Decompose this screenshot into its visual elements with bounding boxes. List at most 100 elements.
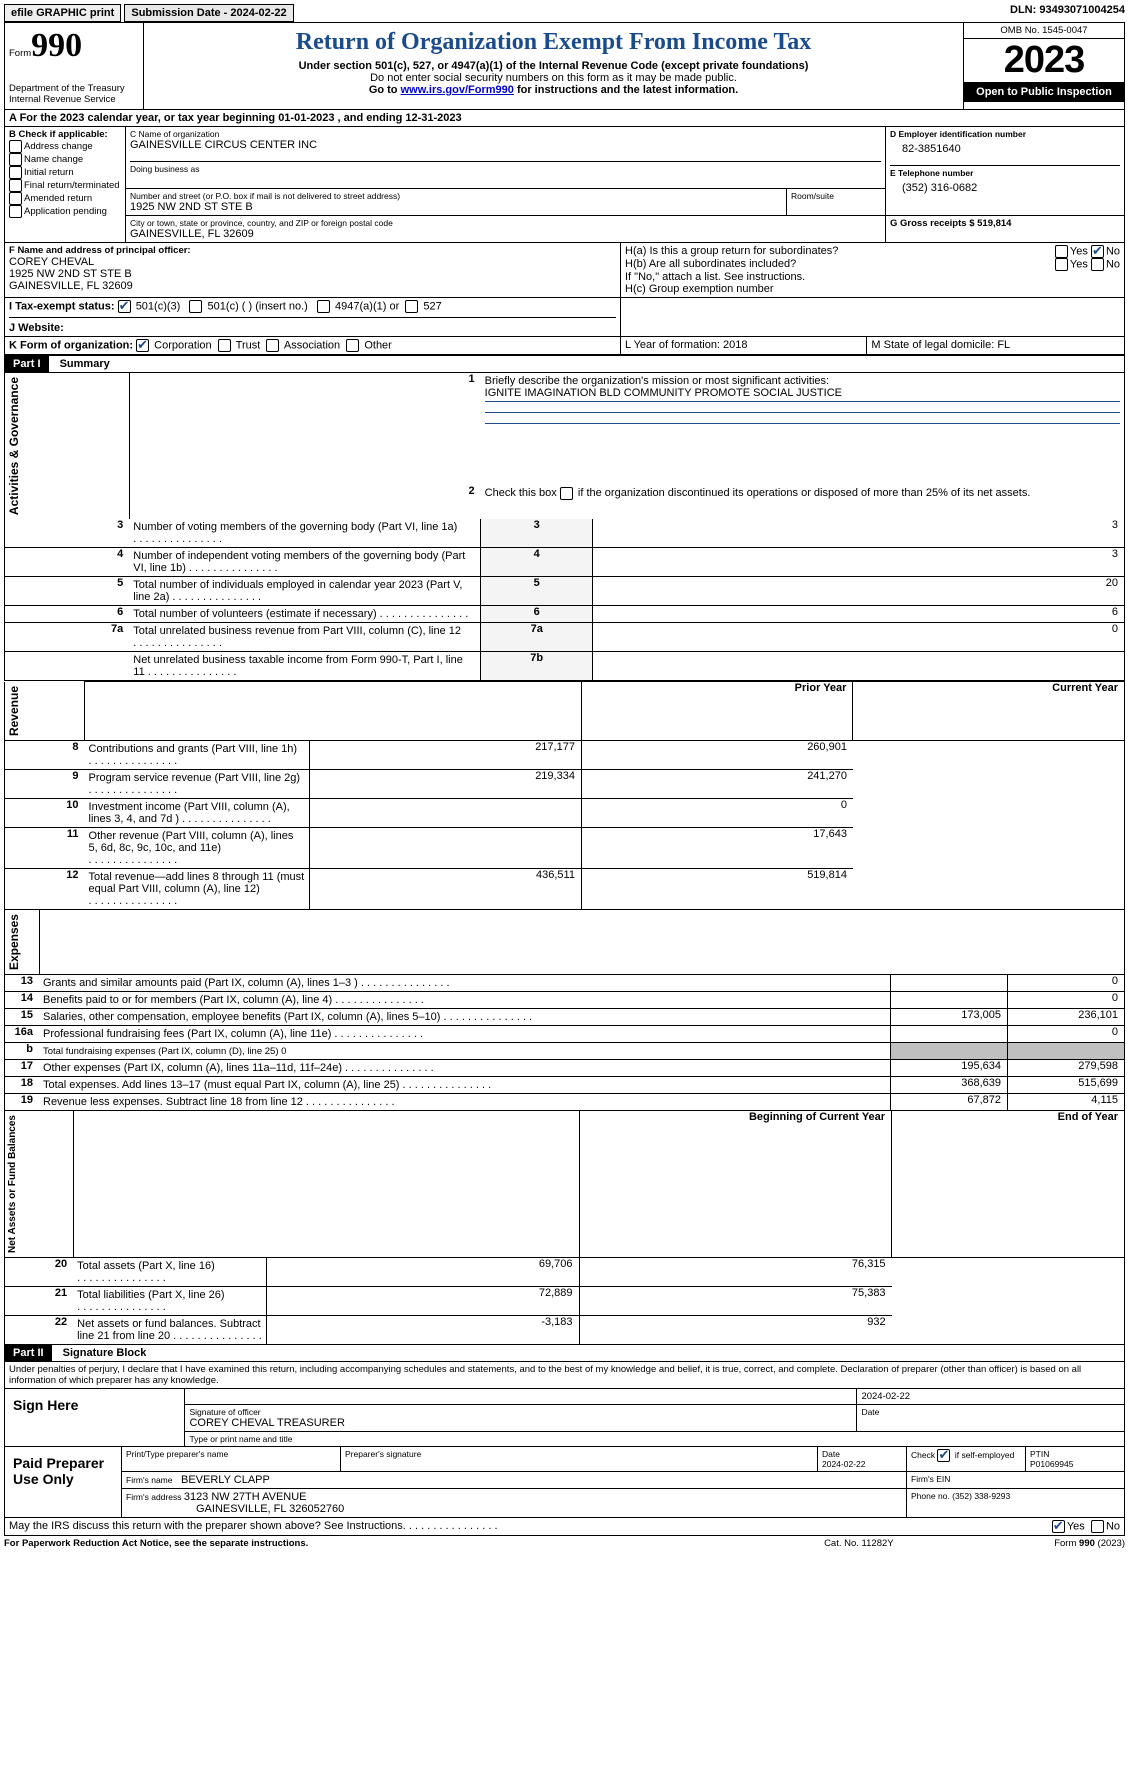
- trust-checkbox[interactable]: [218, 339, 231, 352]
- q2-text: Check this box if the organization disco…: [485, 487, 1031, 499]
- form990-link[interactable]: www.irs.gov/Form990: [401, 84, 514, 96]
- officer-label: F Name and address of principal officer:: [9, 245, 616, 256]
- dept-treasury: Department of the Treasury: [9, 83, 139, 94]
- city-label: City or town, state or province, country…: [130, 218, 881, 228]
- rev-table: Revenue Prior Year Current Year 8 Contri…: [4, 681, 1125, 910]
- part1-tab: Part I: [5, 356, 49, 372]
- part1-header: Part I Summary: [4, 355, 1125, 373]
- status-block: I Tax-exempt status: 501(c)(3) 501(c) ( …: [4, 298, 1125, 337]
- table-row: 5 Total number of individuals employed i…: [5, 577, 1125, 606]
- submission-date: Submission Date - 2024-02-22: [124, 4, 293, 22]
- year-formation: L Year of formation: 2018: [621, 337, 867, 355]
- exp-table: Expenses 13Grants and similar amounts pa…: [4, 910, 1125, 1111]
- self-emp-checkbox[interactable]: [937, 1449, 950, 1462]
- dba-label: Doing business as: [130, 161, 881, 174]
- 501c-checkbox[interactable]: [189, 300, 202, 313]
- 4947-checkbox[interactable]: [317, 300, 330, 313]
- table-row: 22 Net assets or fund balances. Subtract…: [5, 1315, 1125, 1344]
- form-word: Form: [9, 48, 31, 59]
- ssn-note: Do not enter social security numbers on …: [150, 72, 957, 84]
- sign-date: 2024-02-22: [857, 1389, 1125, 1405]
- table-row: 9 Program service revenue (Part VIII, li…: [5, 769, 1125, 798]
- begin-year-hdr: Beginning of Current Year: [579, 1111, 892, 1258]
- ha-yes-checkbox[interactable]: [1055, 245, 1068, 258]
- gross-receipts: G Gross receipts $ 519,814: [890, 218, 1120, 229]
- amended-return-checkbox[interactable]: [9, 192, 22, 205]
- na-table: Net Assets or Fund Balances Beginning of…: [4, 1111, 1125, 1345]
- date-label: Date: [857, 1404, 1125, 1431]
- dln: DLN: 93493071004254: [806, 4, 1125, 22]
- discontinued-checkbox[interactable]: [560, 487, 573, 500]
- prep-sig-label: Preparer's signature: [341, 1447, 818, 1472]
- end-year-hdr: End of Year: [892, 1111, 1125, 1258]
- website-label: J Website:: [9, 317, 616, 334]
- cat-no: Cat. No. 11282Y: [771, 1538, 946, 1549]
- h-note: If "No," attach a list. See instructions…: [625, 271, 1120, 283]
- ag-vlabel: Activities & Governance: [5, 373, 23, 519]
- omb-no: OMB No. 1545-0047: [964, 23, 1124, 39]
- irs-label: Internal Revenue Service: [9, 94, 139, 105]
- table-row: 7a Total unrelated business revenue from…: [5, 623, 1125, 652]
- final-return-checkbox[interactable]: [9, 179, 22, 192]
- mission-text: IGNITE IMAGINATION BLD COMMUNITY PROMOTE…: [485, 387, 842, 399]
- officer-block: F Name and address of principal officer:…: [4, 243, 1125, 298]
- form-title: Return of Organization Exempt From Incom…: [150, 29, 957, 56]
- efile-print-button[interactable]: efile GRAPHIC print: [4, 4, 121, 22]
- tax-year: 2023: [964, 39, 1124, 82]
- hb-no-checkbox[interactable]: [1091, 258, 1104, 271]
- part2-tab: Part II: [5, 1345, 52, 1361]
- initial-return-checkbox[interactable]: [9, 166, 22, 179]
- entity-block: B Check if applicable: Address change Na…: [4, 127, 1125, 243]
- table-row: 13Grants and similar amounts paid (Part …: [5, 974, 1125, 991]
- tax-exempt-label: I Tax-exempt status:: [9, 300, 115, 312]
- q1-label: Briefly describe the organization's miss…: [485, 375, 829, 387]
- prior-year-hdr: Prior Year: [581, 682, 853, 741]
- street-label: Number and street (or P.O. box if mail i…: [130, 191, 782, 201]
- part1-title: Summary: [52, 358, 110, 370]
- org-name: GAINESVILLE CIRCUS CENTER INC: [130, 139, 881, 151]
- type-name-label: Type or print name and title: [185, 1431, 1125, 1446]
- assoc-checkbox[interactable]: [266, 339, 279, 352]
- addr-change-checkbox[interactable]: [9, 140, 22, 153]
- page-footer: For Paperwork Reduction Act Notice, see …: [4, 1538, 1125, 1549]
- table-row: 21 Total liabilities (Part X, line 26) 7…: [5, 1286, 1125, 1315]
- ha-no-checkbox[interactable]: [1091, 245, 1104, 258]
- open-to-public: Open to Public Inspection: [964, 82, 1124, 102]
- ag-table: Activities & Governance 1 Briefly descri…: [4, 373, 1125, 681]
- form-header: Form990 Department of the Treasury Inter…: [4, 22, 1125, 110]
- formation-block: K Form of organization: Corporation Trus…: [4, 337, 1125, 355]
- sign-here-block: Sign Here 2024-02-22 Signature of office…: [4, 1389, 1125, 1447]
- table-row: 10 Investment income (Part VIII, column …: [5, 798, 1125, 827]
- line-a: A For the 2023 calendar year, or tax yea…: [4, 110, 1125, 127]
- hb-yes-checkbox[interactable]: [1055, 258, 1068, 271]
- corp-checkbox[interactable]: [136, 339, 149, 352]
- form-subtitle: Under section 501(c), 527, or 4947(a)(1)…: [150, 60, 957, 72]
- exp-vlabel: Expenses: [5, 910, 23, 974]
- table-row: 19Revenue less expenses. Subtract line 1…: [5, 1093, 1125, 1110]
- prep-name-label: Print/Type preparer's name: [122, 1447, 341, 1472]
- hc-label: H(c) Group exemption number: [625, 283, 1120, 295]
- name-change-checkbox[interactable]: [9, 153, 22, 166]
- discuss-no-checkbox[interactable]: [1091, 1520, 1104, 1533]
- discuss-yes-checkbox[interactable]: [1052, 1520, 1065, 1533]
- table-row: 11 Other revenue (Part VIII, column (A),…: [5, 827, 1125, 868]
- table-row: 16aProfessional fundraising fees (Part I…: [5, 1025, 1125, 1042]
- other-checkbox[interactable]: [346, 339, 359, 352]
- discuss-row: May the IRS discuss this return with the…: [4, 1518, 1125, 1536]
- table-row: 8 Contributions and grants (Part VIII, l…: [5, 740, 1125, 769]
- table-row: bTotal fundraising expenses (Part IX, co…: [5, 1042, 1125, 1059]
- officer-sig-name: COREY CHEVAL TREASURER: [189, 1417, 852, 1429]
- ha-label: H(a) Is this a group return for subordin…: [625, 245, 947, 258]
- table-row: 17Other expenses (Part IX, column (A), l…: [5, 1059, 1125, 1076]
- na-vlabel: Net Assets or Fund Balances: [5, 1111, 20, 1257]
- 527-checkbox[interactable]: [405, 300, 418, 313]
- paid-prep-label: Paid Preparer Use Only: [5, 1447, 122, 1518]
- part2-title: Signature Block: [55, 1347, 147, 1359]
- 501c3-checkbox[interactable]: [118, 300, 131, 313]
- ein-label: D Employer identification number: [890, 129, 1120, 139]
- firm-addr1: 3123 NW 27TH AVENUE: [184, 1491, 307, 1503]
- part2-header: Part II Signature Block: [4, 1345, 1125, 1362]
- app-pending-checkbox[interactable]: [9, 205, 22, 218]
- table-row: 3 Number of voting members of the govern…: [5, 519, 1125, 548]
- perjury-declaration: Under penalties of perjury, I declare th…: [4, 1362, 1125, 1389]
